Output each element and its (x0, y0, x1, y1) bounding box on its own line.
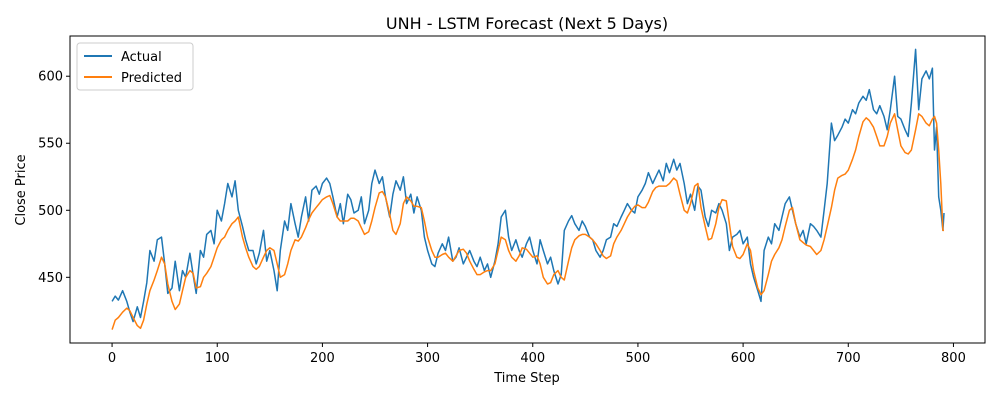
series-layer (111, 48, 945, 330)
plot-frame (69, 35, 986, 344)
x-tick-label: 200 (310, 351, 335, 366)
y-axis: 450 500 550 600 (38, 70, 70, 286)
series-line-actual (111, 48, 945, 323)
legend-label-predicted: Predicted (121, 71, 182, 86)
x-tick-label: 0 (108, 351, 116, 366)
x-tick-label: 800 (941, 351, 966, 366)
x-tick-label: 700 (836, 351, 861, 366)
y-axis-label: Close Price (14, 154, 29, 225)
y-tick-label: 450 (38, 271, 63, 286)
x-tick-label: 600 (731, 351, 756, 366)
x-axis: 0 100 200 300 400 500 600 700 800 (108, 343, 966, 366)
x-tick-label: 500 (626, 351, 651, 366)
legend-box (76, 42, 194, 91)
x-tick-label: 400 (520, 351, 545, 366)
y-tick-label: 550 (38, 137, 63, 152)
chart-title: UNH - LSTM Forecast (Next 5 Days) (386, 14, 668, 33)
series-line-predicted (111, 113, 944, 330)
x-tick-label: 100 (205, 351, 230, 366)
legend-label-actual: Actual (121, 50, 162, 65)
legend: Actual Predicted (76, 42, 194, 91)
y-tick-label: 500 (38, 204, 63, 219)
x-tick-label: 300 (415, 351, 440, 366)
y-tick-label: 600 (38, 70, 63, 85)
x-axis-label: Time Step (493, 371, 560, 386)
